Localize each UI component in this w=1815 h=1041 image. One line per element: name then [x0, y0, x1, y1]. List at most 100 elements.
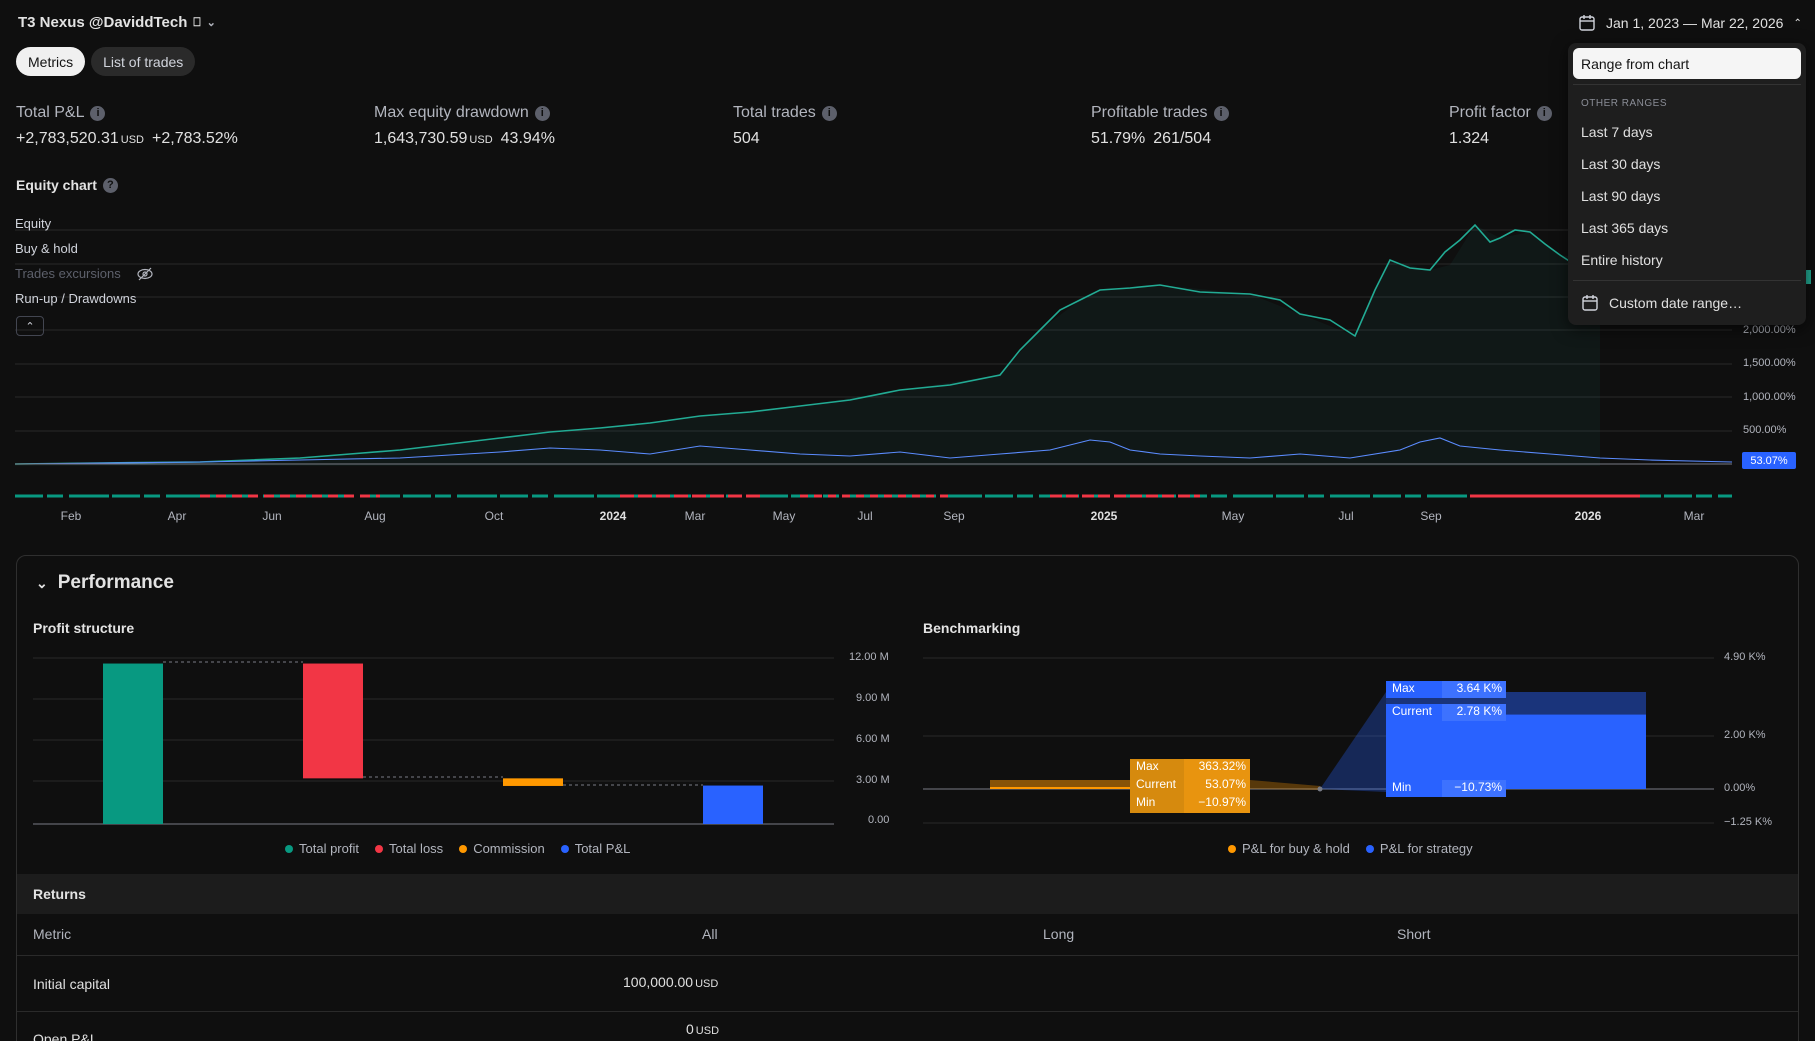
chevron-up-icon: ⌃: [25, 320, 34, 333]
stat-pct: 43.94%: [501, 130, 555, 147]
info-icon[interactable]: i: [90, 106, 105, 121]
legend-runup-drawdowns[interactable]: Run-up / Drawdowns: [15, 291, 136, 306]
bar-total-profit[interactable]: [103, 664, 163, 824]
legend-total-pnl[interactable]: Total P&L: [561, 841, 631, 856]
equity-chart[interactable]: [0, 210, 1815, 520]
stat-ratio: 261/504: [1153, 130, 1211, 147]
benchmarking-legend: P&L for buy & hold P&L for strategy: [1228, 841, 1473, 856]
profit-structure-chart[interactable]: [0, 640, 900, 840]
row-value-all: 0 USD: [686, 1021, 719, 1037]
dropdown-heading: OTHER RANGES: [1581, 98, 1667, 109]
bh-max: 363.32%: [1184, 759, 1250, 777]
info-icon[interactable]: i: [535, 106, 550, 121]
bar-total-loss[interactable]: [303, 664, 363, 779]
y-label: 2,000.00%: [1743, 324, 1796, 336]
eye-off-icon[interactable]: [137, 267, 153, 281]
stat-label: Total trades: [733, 104, 816, 122]
strategy-title[interactable]: T3 Nexus @DaviddTech ⎕ ⌄: [18, 14, 216, 31]
cell-unit: USD: [696, 1025, 719, 1037]
row-metric: Initial capital: [33, 976, 110, 992]
cell-value: 100,000.00: [623, 974, 693, 990]
y-label: 4.90 K%: [1724, 651, 1766, 663]
x-label: Jul: [857, 509, 872, 523]
x-label: Mar: [685, 509, 706, 523]
divider: [1573, 280, 1801, 281]
x-label: 2026: [1575, 509, 1602, 523]
date-range-label: Jan 1, 2023 — Mar 22, 2026: [1606, 15, 1783, 31]
strat-min-label: Min: [1386, 780, 1442, 797]
dropdown-item-entire-history[interactable]: Entire history: [1581, 252, 1663, 268]
dropdown-item-custom-range[interactable]: Custom date range…: [1581, 294, 1742, 312]
y-label: 6.00 M: [856, 733, 890, 745]
legend-total-loss[interactable]: Total loss: [375, 841, 443, 856]
stat-label: Max equity drawdown: [374, 104, 529, 122]
bar-total-p-l[interactable]: [703, 786, 763, 824]
bh-tooltip: Max 363.32% Current 53.07% Min −10.97%: [1130, 759, 1250, 813]
x-label: Sep: [943, 509, 964, 523]
stat-total-pnl: Total P&L i +2,783,520.31 USD +2,783.52%: [16, 104, 238, 148]
chevron-up-icon: ⌃: [1793, 18, 1801, 29]
benchmarking-title: Benchmarking: [923, 620, 1020, 636]
chevron-down-icon[interactable]: ⌄: [207, 16, 216, 29]
help-icon[interactable]: ?: [103, 178, 118, 193]
stat-profitable-trades: Profitable trades i 51.79% 261/504: [1091, 104, 1229, 148]
legend-buy-hold[interactable]: Buy & hold: [15, 241, 78, 256]
bar-p-l-for-strategy[interactable]: [1386, 715, 1646, 789]
bar-commission[interactable]: [503, 778, 563, 786]
y-label: 0.00%: [1724, 782, 1755, 794]
divider: [17, 1011, 1798, 1012]
strat-max: 3.64 K%: [1442, 681, 1506, 698]
legend-label: Total P&L: [575, 841, 631, 856]
stat-profit-factor: Profit factor i 1.324: [1449, 104, 1552, 148]
x-label: Jul: [1338, 509, 1353, 523]
dropdown-item-last-7-days[interactable]: Last 7 days: [1581, 124, 1653, 140]
y-label: 2.00 K%: [1724, 729, 1766, 741]
stat-label: Profitable trades: [1091, 104, 1208, 122]
title-glyph: ⎕: [193, 15, 200, 30]
returns-title: Returns: [33, 886, 86, 902]
bh-max-label: Max: [1130, 759, 1184, 777]
y-label: 1,500.00%: [1743, 357, 1796, 369]
collapse-legend-button[interactable]: ⌃: [16, 316, 44, 336]
x-label: Sep: [1420, 509, 1441, 523]
stat-pct: +2,783.52%: [152, 130, 238, 147]
legend-label: P&L for buy & hold: [1242, 841, 1350, 856]
legend-dot: [1366, 845, 1374, 853]
dropdown-item-last-30-days[interactable]: Last 30 days: [1581, 156, 1660, 172]
x-label: Jun: [262, 509, 281, 523]
stat-unit: USD: [469, 134, 492, 146]
bh-min-label: Min: [1130, 795, 1184, 813]
legend-pnl-strategy[interactable]: P&L for strategy: [1366, 841, 1473, 856]
legend-total-profit[interactable]: Total profit: [285, 841, 359, 856]
stat-total-trades: Total trades i 504: [733, 104, 837, 148]
performance-header[interactable]: ⌄ Performance: [36, 572, 174, 594]
info-icon[interactable]: i: [822, 106, 837, 121]
legend-trades-excursions[interactable]: Trades excursions: [15, 266, 153, 281]
stat-value: 504: [733, 130, 760, 147]
dropdown-item-last-90-days[interactable]: Last 90 days: [1581, 188, 1660, 204]
dropdown-item-last-365-days[interactable]: Last 365 days: [1581, 220, 1668, 236]
dropdown-item-range-from-chart[interactable]: Range from chart: [1573, 48, 1801, 79]
legend-equity[interactable]: Equity: [15, 216, 51, 231]
divider: [1573, 84, 1801, 85]
legend-label: Total profit: [299, 841, 359, 856]
legend-trades-excursions-label: Trades excursions: [15, 266, 121, 281]
legend-dot: [1228, 845, 1236, 853]
info-icon[interactable]: i: [1537, 106, 1552, 121]
tabs: Metrics List of trades: [16, 47, 195, 76]
legend-commission[interactable]: Commission: [459, 841, 545, 856]
y-label: −1.25 K%: [1724, 816, 1772, 828]
calendar-icon: [1581, 294, 1599, 312]
tab-list-of-trades[interactable]: List of trades: [91, 47, 195, 76]
x-label: 2025: [1091, 509, 1118, 523]
benchmarking-chart[interactable]: [900, 640, 1720, 840]
info-icon[interactable]: i: [1214, 106, 1229, 121]
stat-unit: USD: [121, 134, 144, 146]
row-metric: Open P&L: [33, 1031, 98, 1041]
bh-min: −10.97%: [1184, 795, 1250, 813]
legend-pnl-buy-hold[interactable]: P&L for buy & hold: [1228, 841, 1350, 856]
date-range-button[interactable]: Jan 1, 2023 — Mar 22, 2026 ⌃: [1578, 14, 1802, 32]
returns-header-bar[interactable]: [17, 874, 1798, 914]
bh-current-label: Current: [1130, 777, 1184, 795]
tab-metrics[interactable]: Metrics: [16, 47, 85, 76]
